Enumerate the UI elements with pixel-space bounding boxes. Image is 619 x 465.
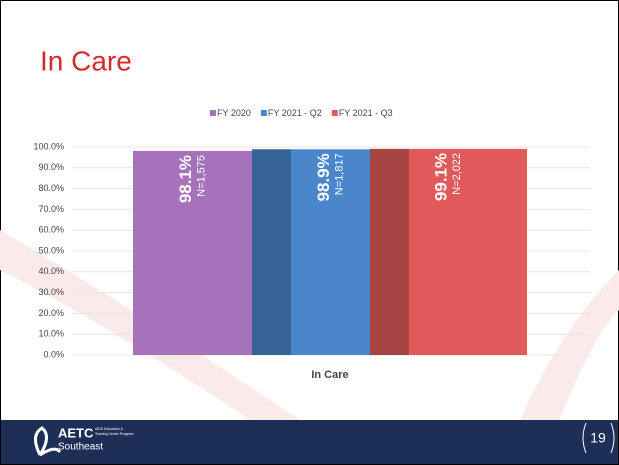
bar	[133, 150, 252, 355]
y-tick-label: 90.0%	[38, 162, 64, 172]
y-tick-label: 50.0%	[38, 245, 64, 255]
sample-label: N=1,817	[333, 153, 345, 195]
y-tick-label: 10.0%	[38, 329, 64, 339]
data-label: 98.1%	[176, 155, 195, 203]
ribbon-logo	[34, 426, 62, 457]
y-tick-label: 20.0%	[38, 308, 64, 318]
slide-title: In Care	[40, 45, 132, 76]
bar	[252, 149, 370, 355]
logo-tagline: Training Center Program	[95, 432, 133, 436]
footer-band	[1, 420, 618, 464]
sample-label: N=1,575	[195, 155, 207, 197]
y-tick-label: 40.0%	[38, 266, 64, 276]
y-tick-label: 60.0%	[38, 225, 64, 235]
bar-shade	[252, 149, 291, 355]
y-tick-label: 100.0%	[33, 141, 64, 151]
legend-swatch	[210, 110, 216, 116]
legend-swatch	[260, 110, 267, 116]
bar-shade	[370, 148, 409, 355]
y-tick-label: 0.0%	[43, 349, 64, 359]
data-label: 99.1%	[431, 153, 450, 201]
y-tick-label: 30.0%	[38, 287, 64, 297]
y-tick-label: 70.0%	[38, 204, 64, 214]
logo-region: Southeast	[58, 442, 103, 453]
y-tick-label: 80.0%	[38, 183, 64, 193]
sample-label: N=2,022	[451, 153, 463, 195]
page-number: 19	[590, 430, 606, 446]
logo-name: AETC	[58, 425, 94, 440]
legend-label: FY 2020	[217, 108, 251, 118]
legend-label: FY 2021 - Q2	[268, 108, 322, 118]
bar	[370, 148, 527, 355]
legend-label: FY 2021 - Q3	[339, 108, 393, 118]
legend-swatch	[331, 110, 338, 116]
x-tick-label: In Care	[311, 369, 348, 381]
page-bracket	[582, 422, 615, 454]
logo-tagline: AIDS Education &	[95, 427, 124, 431]
data-label: 98.9%	[314, 153, 333, 201]
swoosh	[520, 270, 619, 420]
